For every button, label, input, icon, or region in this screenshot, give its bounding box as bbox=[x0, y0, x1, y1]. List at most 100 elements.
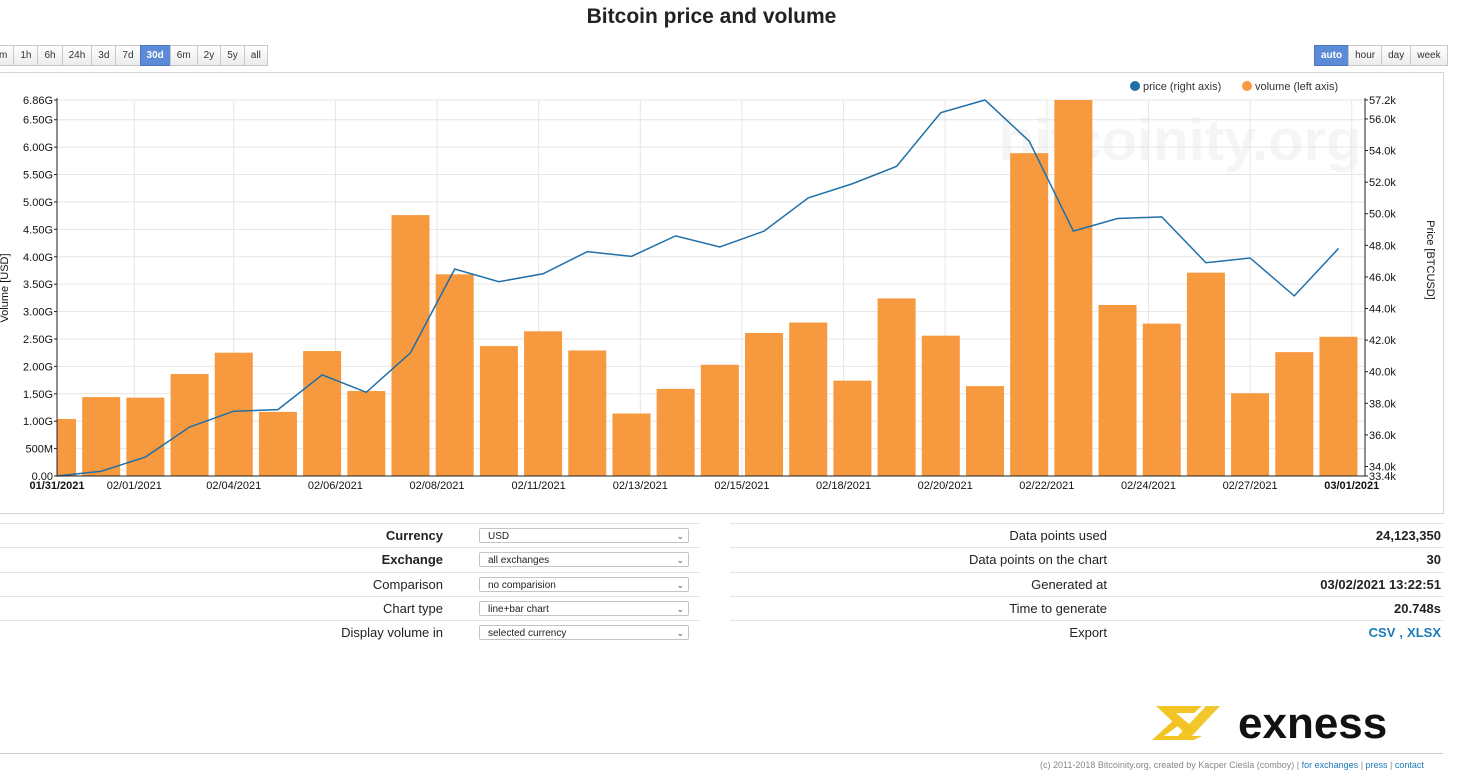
x-tick-label: 02/20/2021 bbox=[918, 480, 973, 492]
volume-bar bbox=[1010, 153, 1049, 476]
export-separator: , bbox=[1399, 625, 1404, 641]
chevron-down-icon: ⌄ bbox=[676, 603, 684, 614]
control-select[interactable]: selected currency ⌄ bbox=[479, 625, 689, 641]
y-left-axis-title: Volume [USD] bbox=[0, 253, 11, 322]
left-tick-label: 5.00G bbox=[23, 197, 53, 209]
control-label: Display volume in bbox=[341, 625, 443, 641]
volume-bar bbox=[965, 386, 1004, 476]
select-value: line+bar chart bbox=[488, 603, 549, 615]
x-tick-label: 02/22/2021 bbox=[1019, 480, 1074, 492]
legend-marker bbox=[1242, 81, 1252, 91]
volume-bar bbox=[1231, 393, 1270, 476]
footer: (c) 2011-2018 Bitcoinity.org, created by… bbox=[1040, 760, 1424, 770]
range-6h-button[interactable]: 6h bbox=[37, 45, 63, 66]
resolution-day-button[interactable]: day bbox=[1381, 45, 1412, 66]
volume-bar bbox=[1098, 304, 1137, 476]
right-tick-label: 50.0k bbox=[1369, 209, 1396, 221]
range-5y-button[interactable]: 5y bbox=[220, 45, 245, 66]
stats-value: 30 bbox=[1426, 552, 1441, 568]
stats-row: Data points on the chart 30 bbox=[730, 547, 1443, 572]
stats-value: CSV, XLSX bbox=[1369, 625, 1441, 640]
left-tick-label: 1.00G bbox=[23, 416, 53, 428]
export-xlsx-link[interactable]: XLSX bbox=[1407, 625, 1441, 641]
left-tick-label: 4.50G bbox=[23, 224, 53, 236]
volume-bar bbox=[1054, 100, 1093, 476]
price-line bbox=[56, 99, 1340, 477]
left-tick-label: 0.00 bbox=[32, 471, 53, 483]
exness-logo-text: exness bbox=[1238, 700, 1387, 744]
stats-row: Data points used 24,123,350 bbox=[730, 523, 1443, 548]
exness-logo: exness bbox=[1150, 699, 1440, 749]
left-tick-label: 2.50G bbox=[23, 334, 53, 346]
left-tick-label: 500M bbox=[25, 444, 53, 456]
control-label: Currency bbox=[385, 528, 443, 543]
stats-label: Data points on the chart bbox=[968, 552, 1107, 568]
control-select[interactable]: no comparision ⌄ bbox=[479, 576, 689, 592]
volume-bar bbox=[126, 397, 165, 476]
right-tick-label: 52.0k bbox=[1369, 177, 1396, 189]
control-select[interactable]: USD ⌄ bbox=[479, 528, 689, 543]
range-6m-button[interactable]: 6m bbox=[169, 45, 198, 66]
volume-bar bbox=[479, 346, 518, 476]
footer-link-exchanges[interactable]: for exchanges bbox=[1301, 760, 1359, 770]
right-tick-label: 33.4k bbox=[1369, 471, 1396, 483]
right-tick-label: 46.0k bbox=[1369, 272, 1396, 284]
range-3d-button[interactable]: 3d bbox=[91, 45, 117, 66]
right-tick-label: 40.0k bbox=[1369, 367, 1396, 379]
volume-bar bbox=[1319, 336, 1358, 476]
right-tick-label: 42.0k bbox=[1369, 335, 1396, 347]
export-csv-link[interactable]: CSV bbox=[1368, 625, 1396, 641]
chevron-down-icon: ⌄ bbox=[676, 628, 684, 639]
volume-bar bbox=[568, 350, 607, 476]
right-tick-label: 36.0k bbox=[1369, 430, 1396, 442]
range-24h-button[interactable]: 24h bbox=[61, 45, 93, 66]
exness-logo-mark bbox=[1152, 706, 1220, 740]
x-tick-label: 02/24/2021 bbox=[1121, 480, 1176, 492]
range-all-button[interactable]: all bbox=[243, 45, 268, 66]
x-tick-label: 03/01/2021 bbox=[1324, 480, 1379, 492]
range-2y-button[interactable]: 2y bbox=[196, 45, 222, 66]
x-tick-label: 02/06/2021 bbox=[308, 480, 363, 492]
resolution-buttons: auto hour day week bbox=[1314, 45, 1448, 66]
volume-bar bbox=[877, 298, 916, 476]
control-row: Exchange all exchanges ⌄ bbox=[0, 547, 700, 572]
stats-label: Generated at bbox=[1031, 576, 1107, 592]
range-30d-button[interactable]: 30d bbox=[139, 45, 171, 66]
resolution-week-button[interactable]: week bbox=[1410, 45, 1448, 66]
right-tick-label: 48.0k bbox=[1369, 240, 1396, 252]
x-tick-label: 02/13/2021 bbox=[613, 480, 668, 492]
control-label: Comparison bbox=[372, 576, 443, 592]
left-tick-label: 5.50G bbox=[23, 170, 53, 182]
left-tick-label: 3.00G bbox=[23, 307, 53, 319]
control-select[interactable]: line+bar chart ⌄ bbox=[479, 600, 689, 616]
select-value: selected currency bbox=[488, 628, 567, 640]
footer-link-press[interactable]: press bbox=[1365, 760, 1388, 770]
volume-bar bbox=[1142, 323, 1181, 476]
range-m-button[interactable]: m bbox=[0, 45, 15, 66]
right-tick-label: 34.0k bbox=[1369, 462, 1396, 474]
control-row: Currency USD ⌄ bbox=[0, 523, 700, 548]
x-tick-label: 02/27/2021 bbox=[1223, 480, 1278, 492]
right-tick-label: 57.2k bbox=[1369, 95, 1396, 107]
volume-bar bbox=[921, 335, 960, 476]
control-row: Chart type line+bar chart ⌄ bbox=[0, 595, 700, 621]
x-tick-label: 01/31/2021 bbox=[29, 480, 84, 492]
volume-bar bbox=[57, 418, 77, 476]
resolution-auto-button[interactable]: auto bbox=[1314, 45, 1350, 66]
range-7d-button[interactable]: 7d bbox=[115, 45, 141, 66]
price-volume-chart: bitcoinity.org 0.00 500M 1.00G 1.50G 2.00G 2.5… bbox=[0, 81, 1436, 492]
stats-label: Export bbox=[1069, 625, 1107, 641]
footer-link-contact[interactable]: contact bbox=[1394, 760, 1424, 770]
control-label: Exchange bbox=[381, 552, 443, 568]
control-row: Comparison no comparision ⌄ bbox=[0, 571, 700, 597]
resolution-hour-button[interactable]: hour bbox=[1348, 45, 1383, 66]
range-1h-button[interactable]: 1h bbox=[13, 45, 39, 66]
footer-copyright: (c) 2011-2018 Bitcoinity.org, created by… bbox=[1040, 760, 1300, 770]
stats-value: 20.748s bbox=[1394, 600, 1441, 616]
left-tick-label: 4.00G bbox=[23, 252, 53, 264]
chevron-down-icon: ⌄ bbox=[676, 555, 684, 566]
x-tick-label: 02/08/2021 bbox=[409, 480, 464, 492]
control-select[interactable]: all exchanges ⌄ bbox=[479, 552, 689, 568]
volume-bar bbox=[303, 351, 342, 476]
volume-bar bbox=[833, 380, 872, 476]
